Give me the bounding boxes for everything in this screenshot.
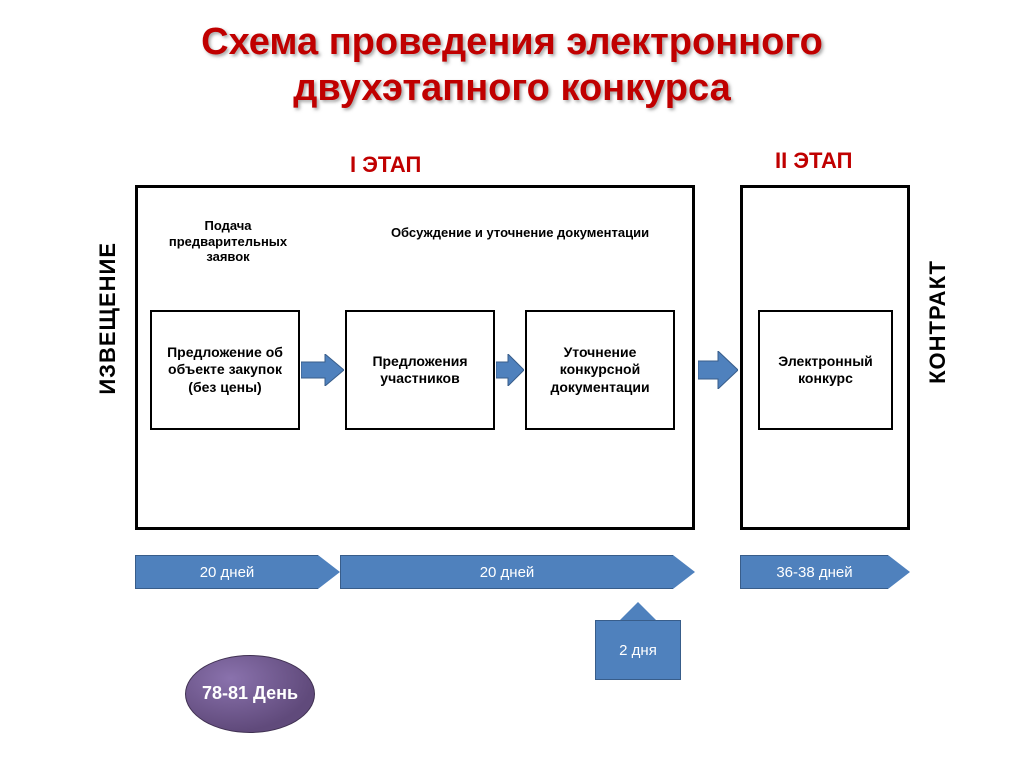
box-4-text: Электронный конкурс <box>766 353 885 388</box>
box-electronic-competition: Электронный конкурс <box>758 310 893 430</box>
box-participant-proposals: Предложения участников <box>345 310 495 430</box>
arrow-2-icon <box>496 354 524 386</box>
timeline-bar-2: 20 дней <box>340 555 695 589</box>
title-line-2: двухэтапного конкурса <box>293 67 730 109</box>
box-documentation-refinement: Уточнение конкурсной документации <box>525 310 675 430</box>
timeline-bar-3: 36-38 дней <box>740 555 910 589</box>
box-2-text: Предложения участников <box>353 353 487 388</box>
timeline-bar-1: 20 дней <box>135 555 340 589</box>
sub-header-discussion: Обсуждение и уточнение документации <box>385 225 655 241</box>
timeline-1-text: 20 дней <box>200 564 255 581</box>
left-vertical-label: ИЗВЕЩЕНИЕ <box>95 242 121 395</box>
sub-header-applications: Подача предварительных заявок <box>148 218 308 265</box>
title-line-1: Схема проведения электронного <box>201 21 823 63</box>
box-3-text: Уточнение конкурсной документации <box>533 344 667 397</box>
diagram-title: Схема проведения электронного двухэтапно… <box>0 0 1024 111</box>
box-proposal-no-price: Предложение об объекте закупок (без цены… <box>150 310 300 430</box>
timeline-2-text: 20 дней <box>480 564 535 581</box>
right-vertical-label: КОНТРАКТ <box>925 260 951 384</box>
stage-2-label: II ЭТАП <box>775 148 852 174</box>
timeline-3-text: 36-38 дней <box>776 564 852 581</box>
arrow-3-icon <box>698 351 738 389</box>
callout-2-days: 2 дня <box>595 620 681 680</box>
oval-text: 78-81 День <box>202 683 298 705</box>
box-1-text: Предложение об объекте закупок (без цены… <box>158 344 292 397</box>
arrow-1-icon <box>301 354 344 386</box>
stage-1-label: I ЭТАП <box>350 152 421 178</box>
callout-arrow-up-icon <box>620 602 656 620</box>
oval-total-days: 78-81 День <box>185 655 315 733</box>
callout-text: 2 дня <box>619 642 657 659</box>
